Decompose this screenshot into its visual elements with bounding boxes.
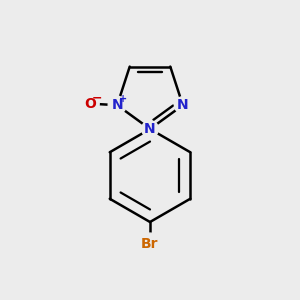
Text: N: N [144, 122, 156, 136]
Text: O: O [84, 97, 96, 111]
Circle shape [174, 97, 191, 114]
Circle shape [142, 121, 158, 137]
Circle shape [139, 233, 161, 256]
Text: +: + [119, 94, 127, 104]
Text: Br: Br [141, 238, 159, 251]
Text: N: N [111, 98, 123, 112]
Text: −: − [92, 92, 102, 105]
Text: N: N [177, 98, 189, 112]
Circle shape [81, 95, 99, 113]
Circle shape [108, 96, 126, 114]
